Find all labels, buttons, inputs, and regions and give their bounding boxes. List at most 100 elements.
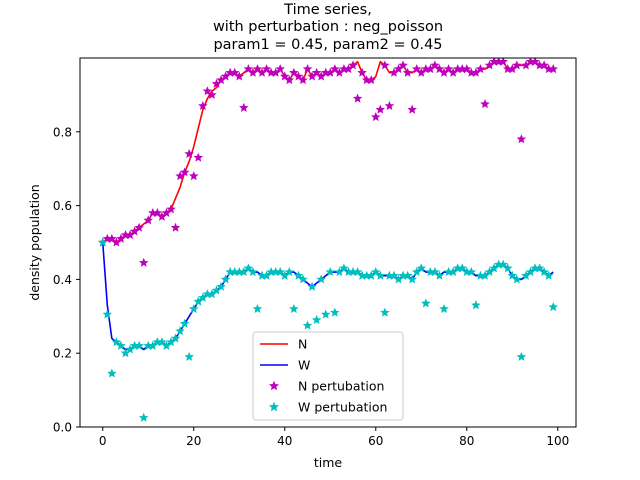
w-pertubation-point (298, 274, 308, 284)
legend-box (252, 331, 404, 421)
w-pertubation-point (375, 270, 386, 280)
n-pertubation-point (198, 100, 208, 111)
x-tick-label: 0 (99, 434, 107, 448)
w-pertubation-point (498, 259, 508, 269)
w-pertubation-point (98, 237, 108, 247)
n-pertubation-point (352, 93, 363, 103)
w-pertubation-point (402, 270, 413, 280)
n-pertubation-point (275, 64, 285, 74)
w-pertubation-point (220, 274, 231, 284)
n-pertubation-point (462, 64, 472, 74)
w-pertubation-point (543, 270, 554, 280)
n-pertubation-point (430, 60, 440, 70)
y-tick-label: 0.6 (53, 199, 72, 213)
w-pertubation-point (252, 303, 263, 313)
w-pertubation-point (430, 267, 440, 277)
w-pertubation-point (170, 333, 181, 343)
n-pertubation-point (443, 64, 454, 74)
n-pertubation-point (348, 60, 358, 70)
w-pertubation-point (184, 351, 194, 361)
n-pertubation-point (434, 64, 445, 74)
w-pertubation-point (311, 315, 322, 325)
x-tick-label: 60 (368, 434, 383, 448)
w-pertubation-point (284, 267, 295, 277)
n-pertubation-point (284, 75, 295, 85)
n-pertubation-point (380, 60, 390, 70)
n-pertubation-point (498, 58, 508, 66)
w-pertubation-point (307, 281, 317, 291)
w-pertubation-point (534, 263, 545, 273)
x-tick-label: 20 (186, 434, 201, 448)
w-pertubation-point (466, 267, 477, 277)
w-pertubation-point (102, 309, 113, 319)
n-pertubation-point (261, 64, 272, 74)
w-pertubation-point (325, 267, 336, 277)
n-pertubation-point (202, 86, 213, 96)
w-pertubation-point (216, 281, 226, 291)
legend-marker-n-pertubation (268, 380, 280, 391)
n-pertubation-point (480, 99, 490, 109)
n-pertubation-point (207, 89, 217, 99)
w-pertubation-point (457, 263, 467, 273)
n-pertubation-point (298, 75, 308, 85)
w-pertubation-point (289, 303, 299, 313)
w-pertubation-point (248, 267, 258, 277)
w-pertubation-point (116, 340, 126, 350)
w-pertubation-point (371, 267, 381, 277)
n-pertubation-point (107, 233, 117, 243)
n-pertubation-point (475, 64, 486, 74)
x-tick-label: 80 (459, 434, 474, 448)
legend: N W N pertubation W pertubation (252, 331, 404, 421)
legend-label-w: W (298, 358, 310, 373)
w-pertubation-point (243, 263, 254, 273)
n-pertubation-point (229, 67, 240, 77)
n-pertubation-point (530, 58, 540, 66)
n-pertubation-point (375, 104, 386, 114)
n-pertubation-point (280, 71, 290, 81)
y-tick-label: 0.0 (53, 421, 72, 435)
w-pertubation-point (380, 307, 390, 317)
n-pertubation-point (239, 102, 249, 112)
n-pertubation-point (193, 152, 204, 162)
legend-label-n-pertubation: N pertubation (298, 379, 384, 394)
n-pertubation-point (166, 204, 176, 214)
w-pertubation-point (389, 270, 399, 280)
n-pertubation-point (330, 64, 340, 74)
n-pertubation-point (371, 112, 381, 122)
w-pertubation-point (439, 303, 449, 313)
w-pertubation-point (548, 302, 558, 312)
x-axis-ticks: 0 20 40 60 80 100 (99, 427, 569, 448)
n-pertubation-point (366, 75, 376, 85)
w-pertubation-point (407, 274, 417, 284)
n-pertubation-point (512, 60, 522, 70)
y-axis-ticks: 0.0 0.2 0.4 0.6 0.8 (53, 125, 80, 435)
plot-area (98, 58, 558, 422)
w-pertubation-point (320, 309, 331, 319)
n-pertubation-point (289, 67, 299, 77)
n-pertubation-point (402, 67, 413, 77)
axes-frame (79, 57, 577, 428)
title-line-2: with perturbation : neg_poisson (213, 19, 443, 35)
n-pertubation-point (384, 100, 395, 111)
x-tick-label: 40 (277, 434, 292, 448)
w-pertubation-point (107, 368, 117, 378)
n-pertubation-point (302, 64, 313, 74)
n-pertubation-point (143, 215, 153, 225)
w-pertubation-point (421, 298, 431, 308)
y-tick-label: 0.4 (53, 273, 72, 287)
n-pertubation-point (539, 60, 549, 70)
w-pertubation-point (179, 318, 190, 328)
w-pertubation-point (175, 326, 185, 336)
w-pertubation-point (416, 263, 427, 273)
n-pertubation-point (184, 148, 194, 158)
w-pertubation-point (189, 303, 199, 313)
x-tick-label: 100 (546, 434, 569, 448)
n-pertubation-point (170, 222, 181, 232)
n-pertubation-point (138, 257, 149, 267)
title-line-1: Time series, (283, 2, 372, 18)
legend-label-n: N (298, 337, 307, 352)
legend-label-w-pertubation: W pertubation (298, 400, 387, 415)
w-pertubation-point (434, 270, 445, 280)
w-pertubation-point (157, 337, 167, 347)
n-pertubation-point (357, 67, 367, 77)
